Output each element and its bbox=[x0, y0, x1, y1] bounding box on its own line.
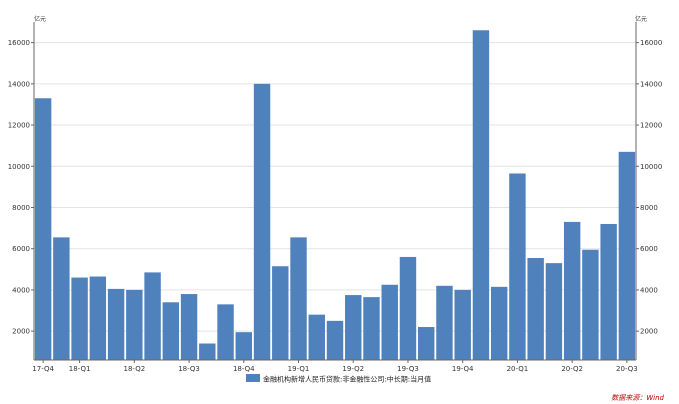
y-tick-label-right: 12000 bbox=[640, 122, 662, 130]
bar bbox=[53, 237, 70, 360]
y-tick-label-left: 4000 bbox=[12, 286, 30, 294]
y-tick-label-right: 16000 bbox=[640, 39, 662, 47]
y-tick-label-right: 4000 bbox=[640, 286, 658, 294]
bar bbox=[272, 266, 289, 360]
y-tick-label-left: 8000 bbox=[12, 204, 30, 212]
bar bbox=[418, 327, 435, 360]
y-tick-label-right: 2000 bbox=[640, 328, 658, 336]
axes: 2000 2000 4000 4000 6000 6000 8000 8000 10000 100… bbox=[8, 22, 662, 373]
bar bbox=[326, 320, 344, 360]
bar bbox=[363, 297, 380, 360]
legend-swatch bbox=[246, 374, 260, 382]
bar bbox=[34, 98, 52, 360]
bar bbox=[472, 30, 490, 361]
y-tick-label-right: 6000 bbox=[640, 245, 658, 253]
bar bbox=[107, 288, 125, 360]
bar bbox=[235, 332, 252, 360]
x-tick-label: 19-Q2 bbox=[342, 365, 364, 373]
bar bbox=[563, 221, 581, 360]
bar bbox=[436, 285, 453, 360]
y-tick-label-left: 14000 bbox=[8, 80, 30, 88]
bar bbox=[144, 272, 161, 360]
bar bbox=[527, 257, 544, 360]
x-tick-label: 18-Q1 bbox=[69, 365, 91, 373]
bar bbox=[126, 289, 143, 360]
bar bbox=[180, 294, 198, 360]
y-tick-label-left: 16000 bbox=[8, 39, 30, 47]
source-note: 数据来源：Wind bbox=[611, 394, 664, 402]
legend: 金融机构新增人民币贷款:非金融性公司:中长期:当月值 bbox=[246, 374, 431, 384]
bar bbox=[162, 302, 180, 360]
legend-label: 金融机构新增人民币贷款:非金融性公司:中长期:当月值 bbox=[263, 375, 431, 384]
x-tick-label: 19-Q4 bbox=[452, 365, 474, 373]
y-unit-left: 亿元 bbox=[34, 15, 46, 23]
bar bbox=[71, 277, 88, 360]
bar bbox=[89, 276, 107, 360]
bar bbox=[308, 314, 325, 360]
bar bbox=[290, 237, 307, 360]
bar bbox=[490, 286, 508, 360]
x-tick-label: 20-Q1 bbox=[507, 365, 529, 373]
bar bbox=[509, 173, 526, 360]
y-tick-label-right: 10000 bbox=[640, 163, 662, 171]
y-unit-right: 亿元 bbox=[635, 15, 647, 23]
bar bbox=[399, 256, 417, 360]
x-tick-label: 19-Q1 bbox=[288, 365, 310, 373]
x-tick-label: 18-Q3 bbox=[178, 365, 200, 373]
x-tick-label: 18-Q4 bbox=[233, 365, 255, 373]
bar bbox=[345, 295, 362, 360]
y-tick-label-right: 14000 bbox=[640, 80, 662, 88]
bar bbox=[618, 151, 636, 360]
y-tick-label-left: 12000 bbox=[8, 122, 30, 130]
bar bbox=[217, 304, 234, 360]
y-tick-label-left: 10000 bbox=[8, 163, 30, 171]
bar bbox=[600, 223, 617, 360]
x-tick-label: 20-Q3 bbox=[616, 365, 638, 373]
x-tick-label: 18-Q2 bbox=[124, 365, 146, 373]
x-tick-label: 19-Q3 bbox=[397, 365, 419, 373]
bars bbox=[34, 30, 636, 361]
y-tick-label-left: 6000 bbox=[12, 245, 30, 253]
bar bbox=[381, 284, 398, 360]
bar bbox=[253, 83, 271, 360]
bar bbox=[454, 289, 471, 360]
x-tick-label: 17-Q4 bbox=[32, 365, 54, 373]
x-tick-label: 20-Q2 bbox=[561, 365, 583, 373]
y-tick-label-right: 8000 bbox=[640, 204, 658, 212]
bar bbox=[199, 343, 216, 360]
bar bbox=[545, 263, 563, 360]
y-tick-label-left: 2000 bbox=[12, 328, 30, 336]
bar bbox=[582, 249, 599, 360]
